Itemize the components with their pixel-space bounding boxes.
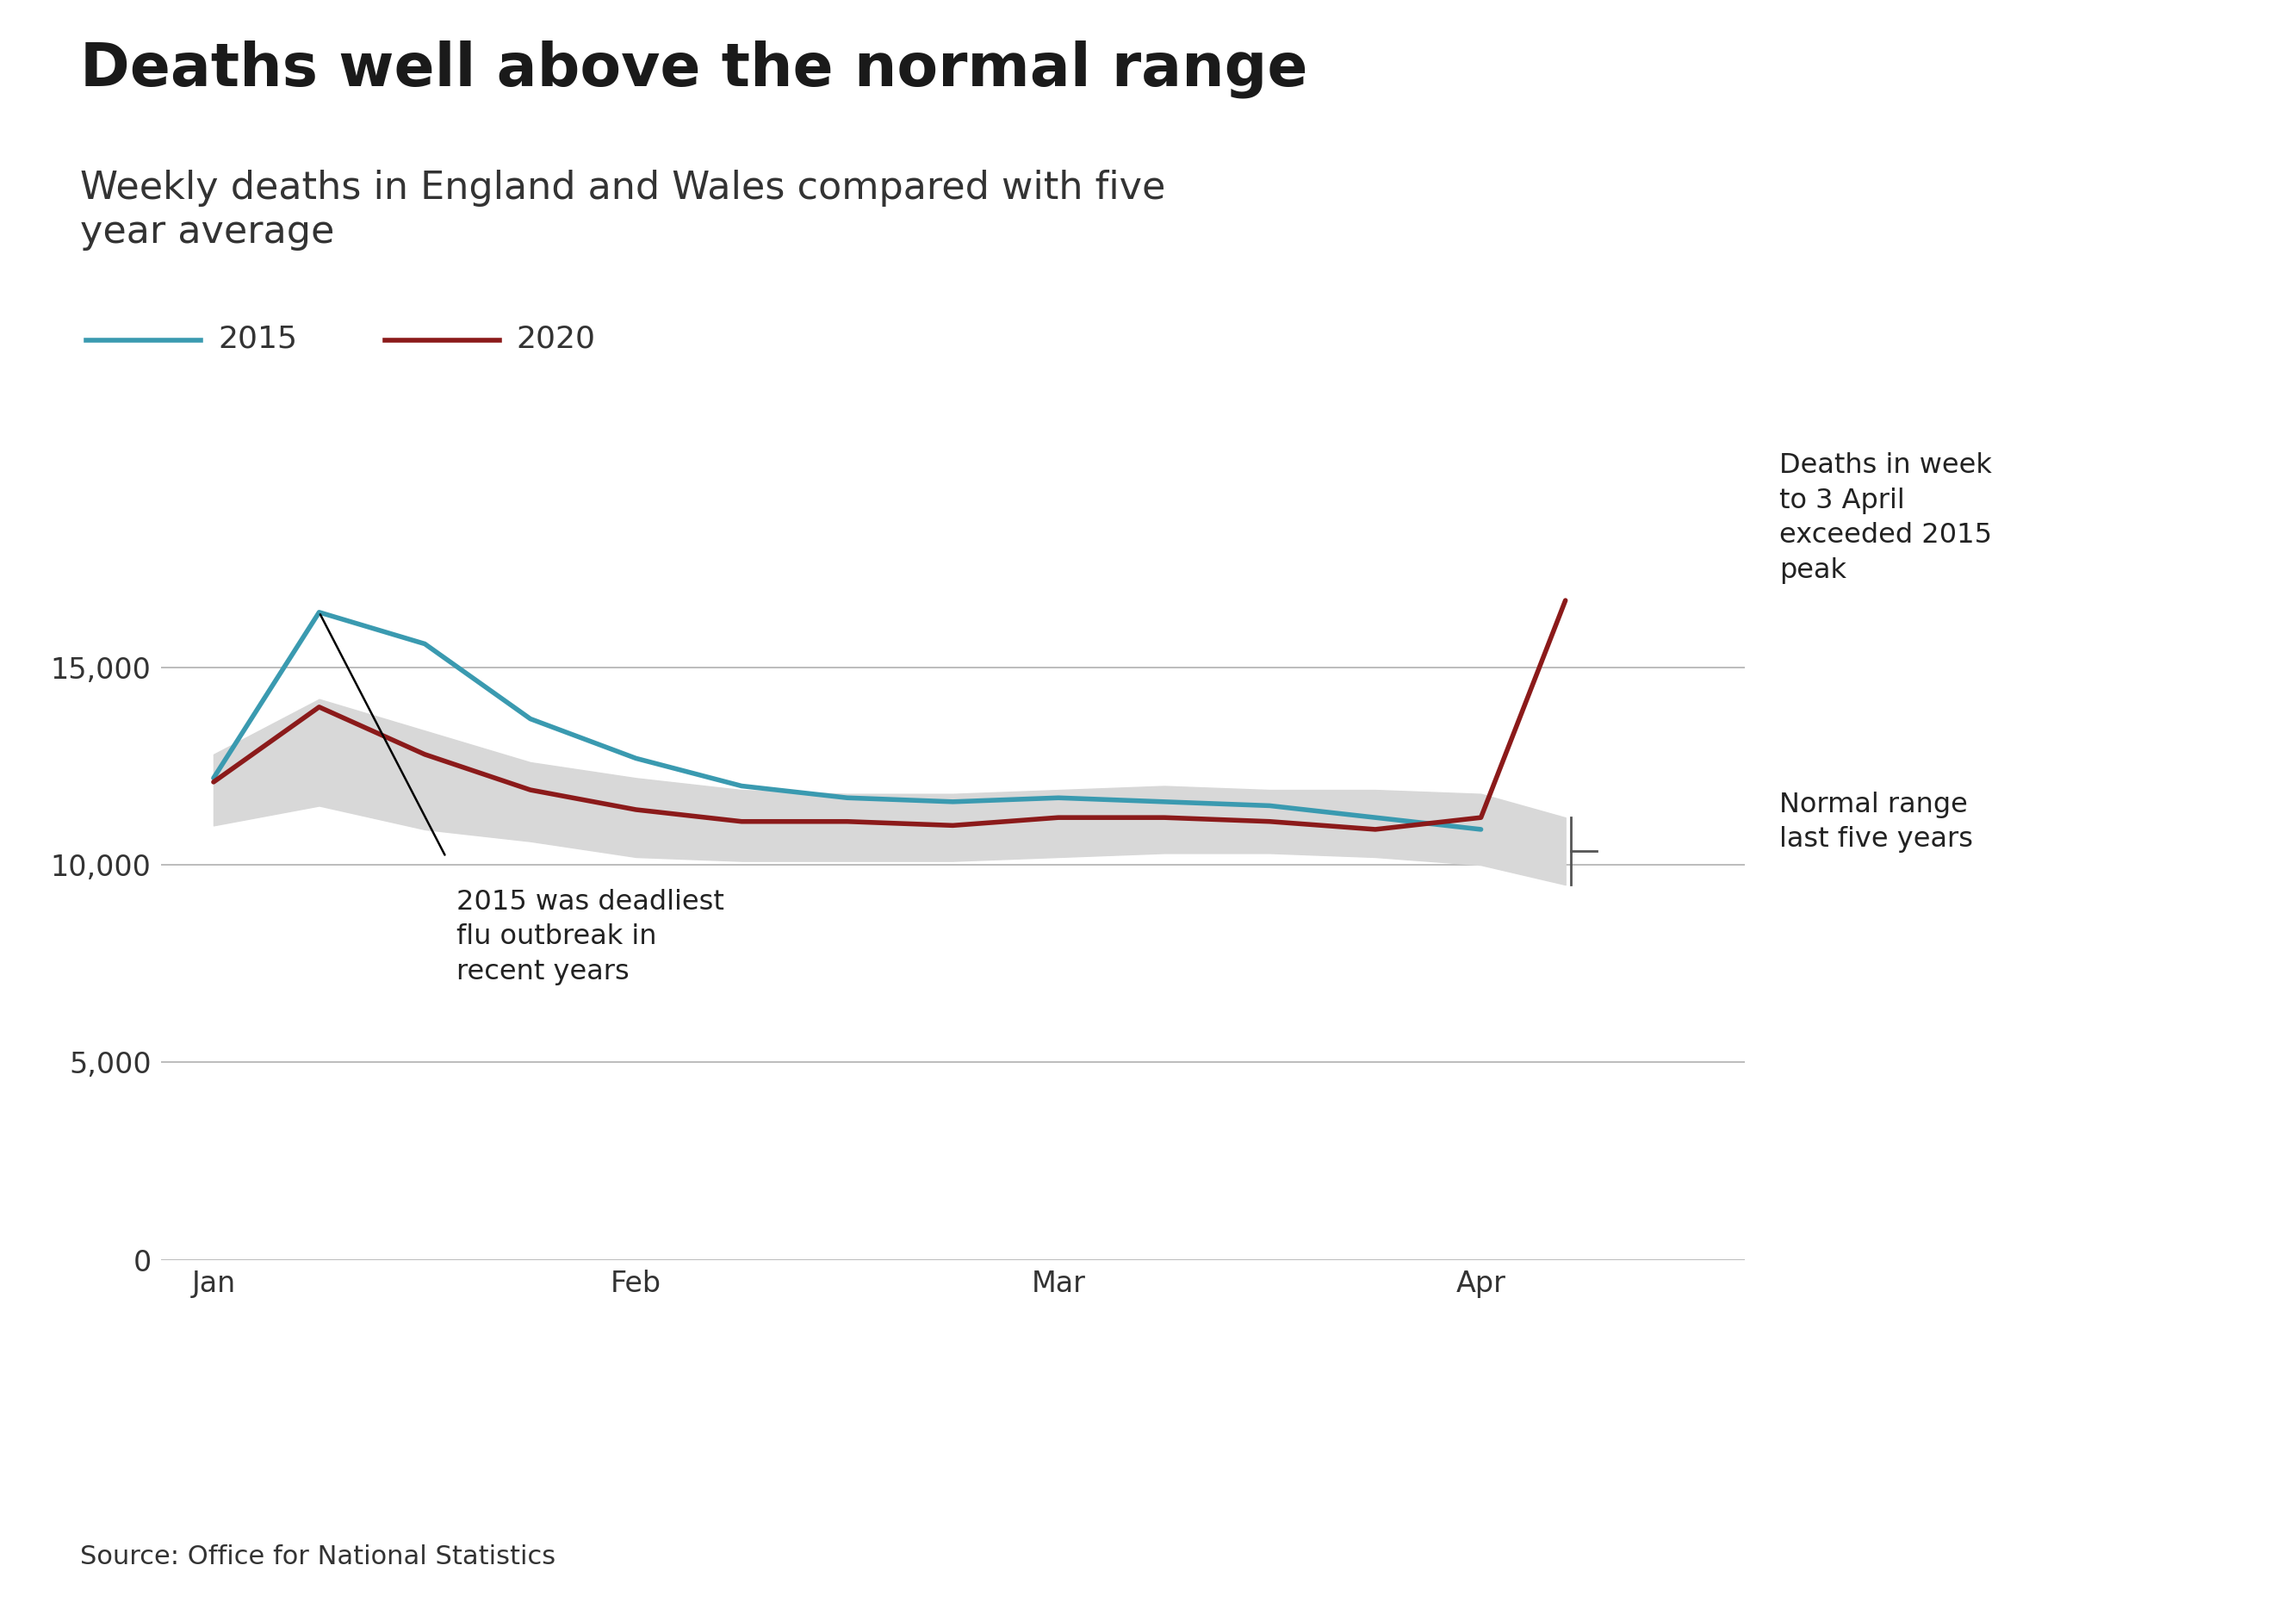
Text: Deaths well above the normal range: Deaths well above the normal range bbox=[80, 40, 1309, 99]
Text: Source: Office for National Statistics: Source: Office for National Statistics bbox=[80, 1546, 556, 1570]
Text: Weekly deaths in England and Wales compared with five
year average: Weekly deaths in England and Wales compa… bbox=[80, 170, 1166, 250]
Text: BBC: BBC bbox=[2069, 1533, 2156, 1568]
Text: Normal range
last five years: Normal range last five years bbox=[1779, 791, 1972, 853]
Text: 2020: 2020 bbox=[517, 325, 597, 354]
Text: 2015 was deadliest
flu outbreak in
recent years: 2015 was deadliest flu outbreak in recen… bbox=[457, 888, 723, 985]
Text: Deaths in week
to 3 April
exceeded 2015
peak: Deaths in week to 3 April exceeded 2015 … bbox=[1779, 452, 1993, 583]
Text: 2015: 2015 bbox=[218, 325, 298, 354]
